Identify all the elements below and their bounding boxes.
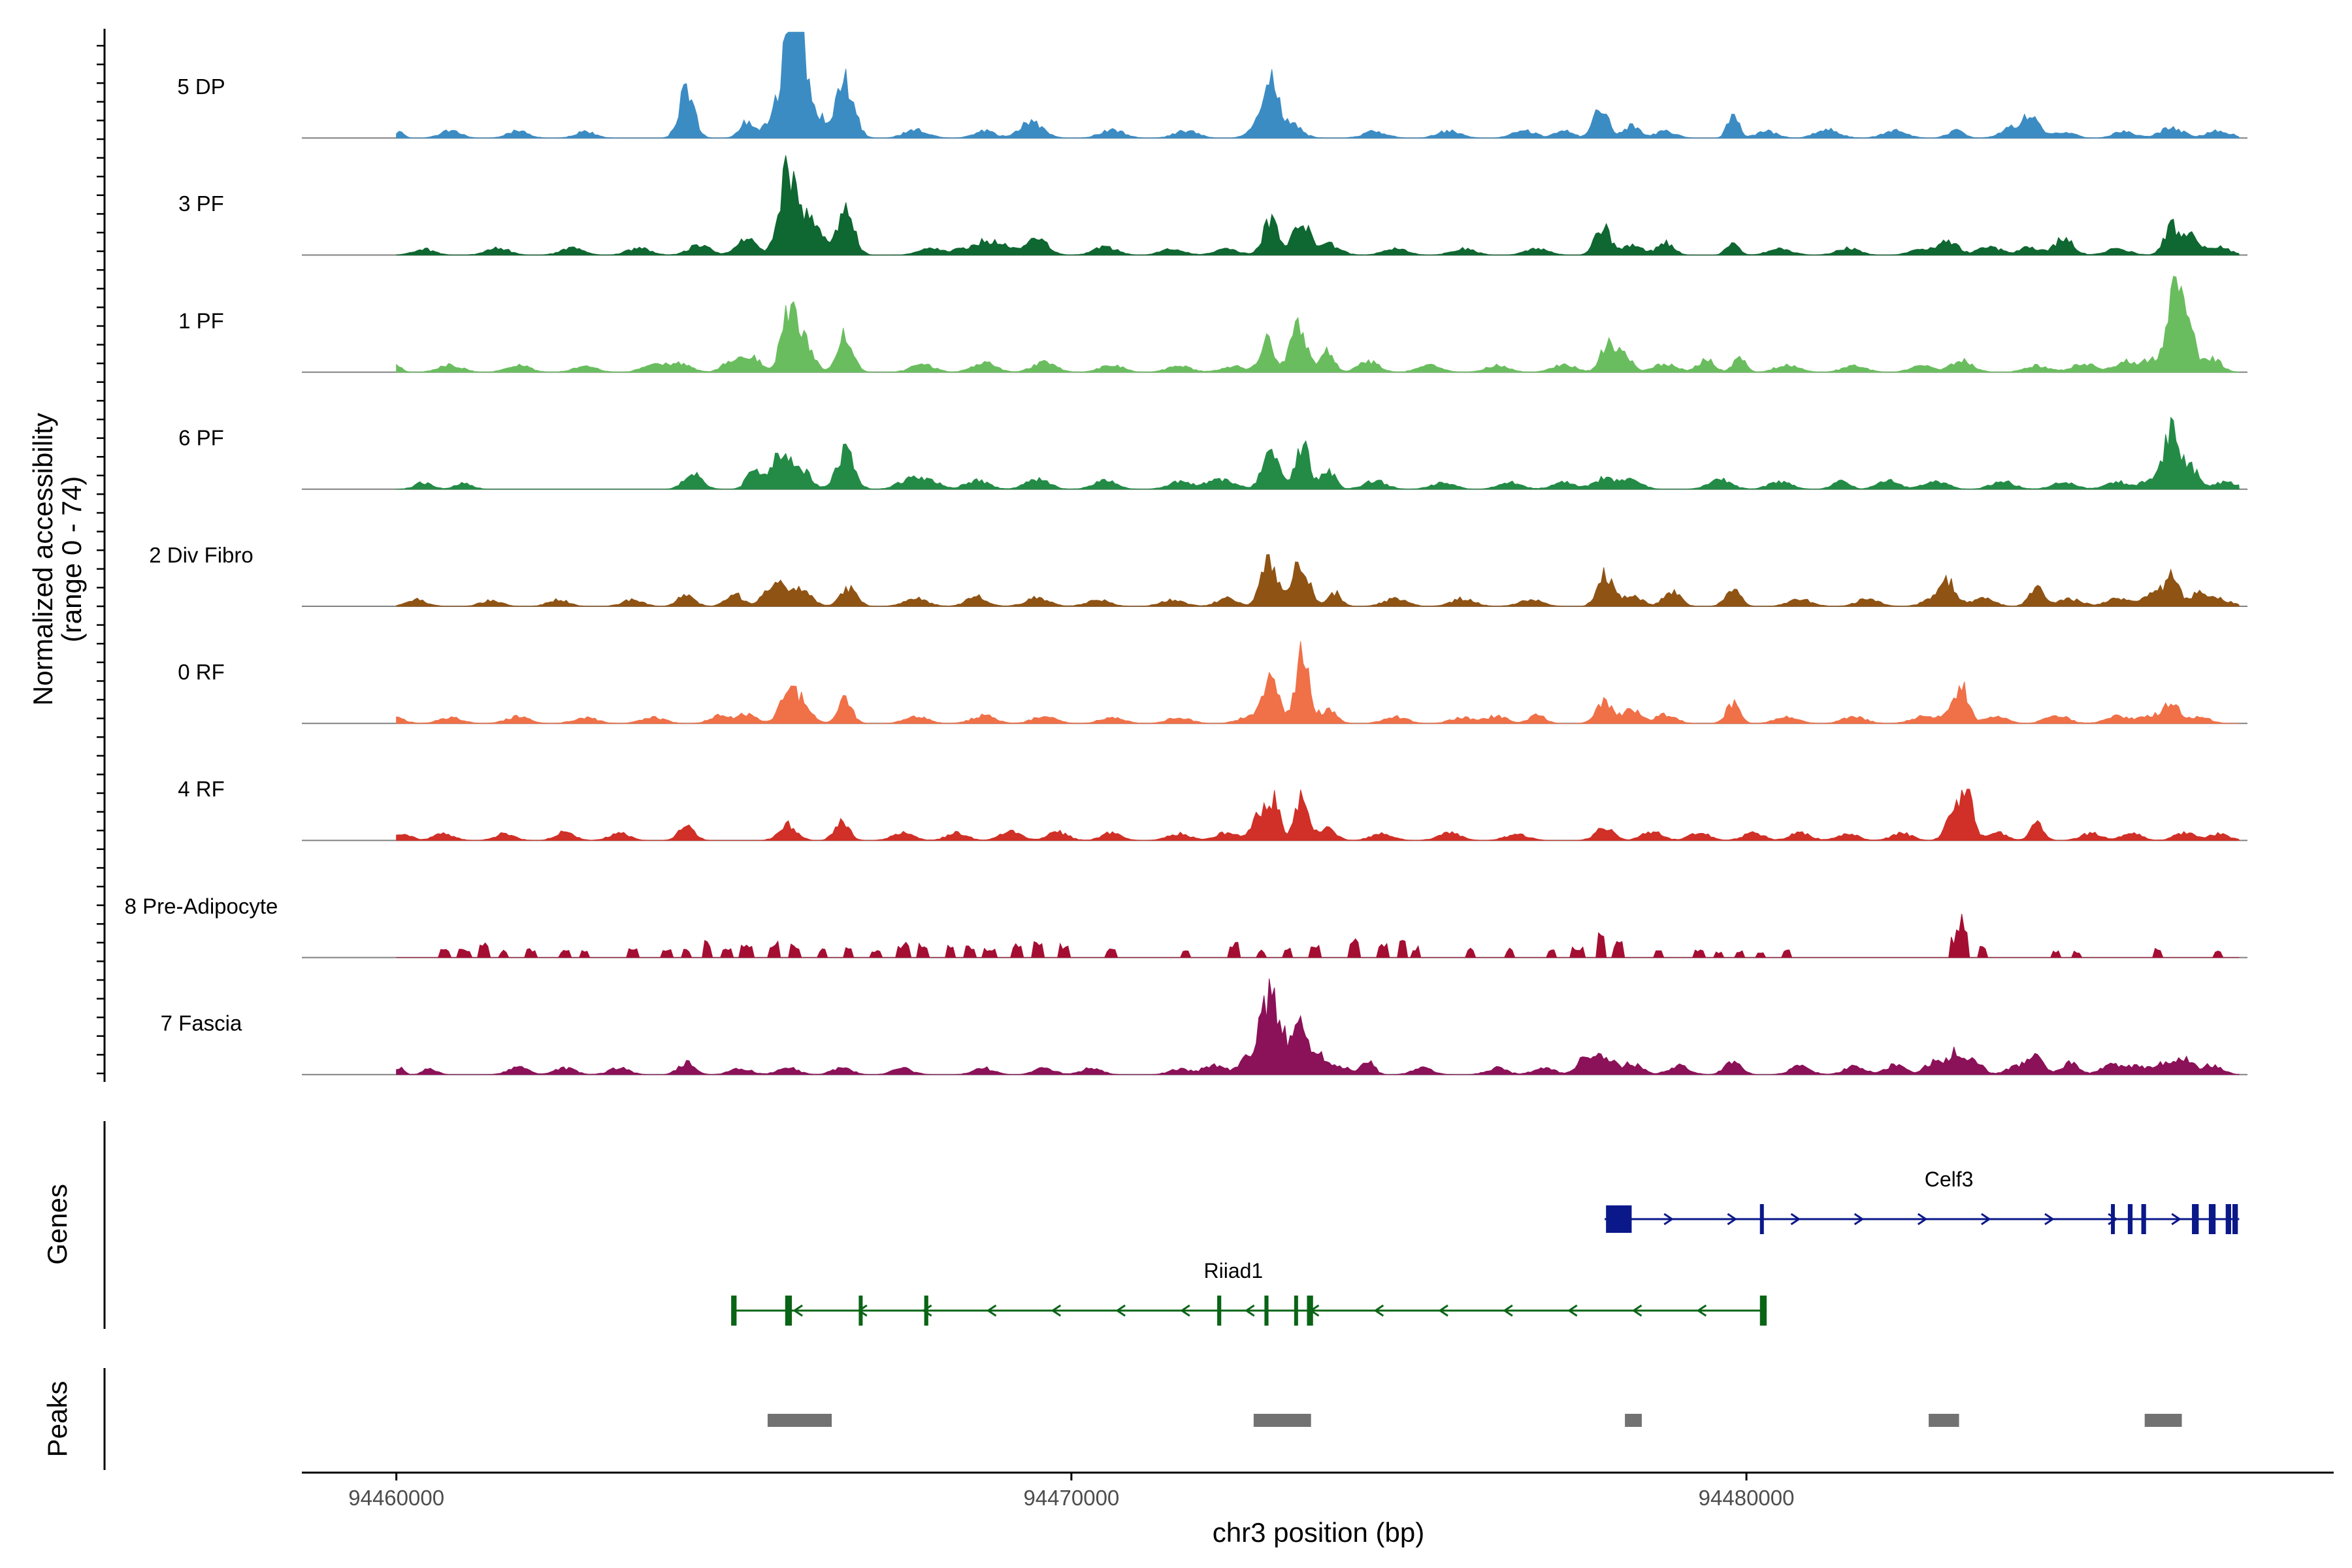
- gene-exon: [2128, 1204, 2132, 1234]
- genes-label: Genes: [42, 1184, 73, 1265]
- track-label: 4 RF: [178, 777, 225, 801]
- gene-exon: [1606, 1205, 1631, 1233]
- gene-exon: [1264, 1296, 1268, 1326]
- gene-exon: [1294, 1296, 1298, 1326]
- track-label: 1 PF: [178, 308, 224, 333]
- peak-region: [1929, 1414, 1959, 1427]
- track-label: 7 Fascia: [161, 1011, 242, 1036]
- gene-exon: [1307, 1296, 1313, 1326]
- gene-label: Riiad1: [1203, 1259, 1263, 1282]
- peak-region: [1625, 1414, 1642, 1427]
- x-tick-label: 94480000: [1699, 1486, 1795, 1510]
- gene-exon: [2232, 1204, 2238, 1234]
- track-label: 2 Div Fibro: [149, 543, 253, 567]
- gene-label: Celf3: [1925, 1168, 1974, 1191]
- x-axis-title: chr3 position (bp): [1213, 1517, 1425, 1548]
- gene-exon: [1217, 1296, 1221, 1326]
- gene-exon: [785, 1296, 792, 1326]
- y-axis-title: Normalized accessibility: [27, 413, 58, 706]
- background: [0, 0, 2352, 1568]
- gene-exon: [858, 1296, 862, 1326]
- y-axis-range: (range 0 - 74): [56, 476, 87, 642]
- gene-exon: [2209, 1204, 2215, 1234]
- peak-region: [768, 1414, 832, 1427]
- gene-exon: [2226, 1204, 2231, 1234]
- gene-exon: [731, 1296, 736, 1326]
- gene-exon: [1760, 1296, 1767, 1326]
- track-label: 6 PF: [178, 426, 224, 450]
- track-label: 8 Pre-Adipocyte: [125, 894, 278, 918]
- peak-region: [1254, 1414, 1311, 1427]
- x-tick-label: 94470000: [1023, 1486, 1119, 1510]
- peaks-label: Peaks: [42, 1381, 73, 1458]
- gene-exon: [1760, 1204, 1764, 1234]
- gene-exon: [2142, 1204, 2146, 1234]
- peak-region: [2145, 1414, 2182, 1427]
- gene-exon: [2111, 1204, 2115, 1234]
- gene-exon: [2192, 1204, 2198, 1234]
- track-label: 0 RF: [178, 660, 225, 684]
- x-tick-label: 94460000: [348, 1486, 444, 1510]
- track-label: 5 DP: [177, 74, 225, 99]
- gene-exon: [924, 1296, 928, 1326]
- track-label: 3 PF: [178, 191, 224, 216]
- coverage-plot: Normalized accessibility (range 0 - 74) …: [0, 0, 2352, 1568]
